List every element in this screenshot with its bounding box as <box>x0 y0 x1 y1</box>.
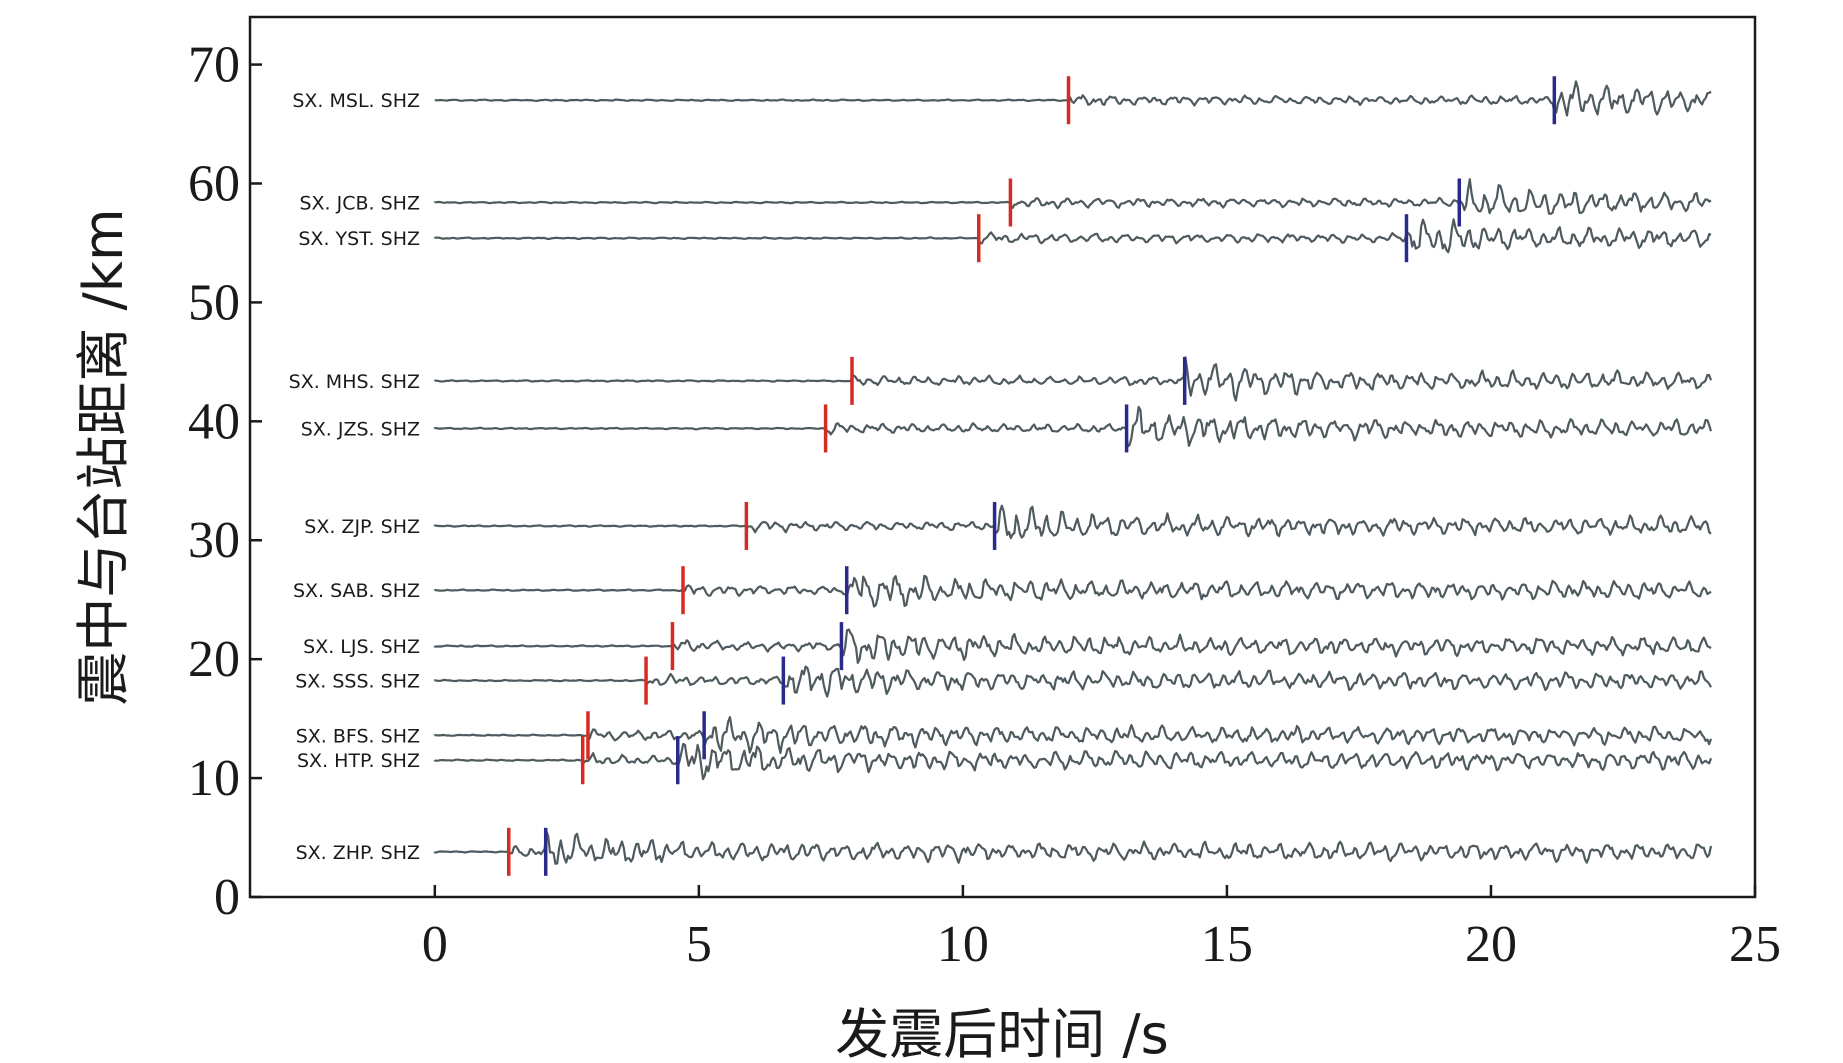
station-label: SX. YST. SHZ <box>298 228 420 250</box>
station-label: SX. HTP. SHZ <box>297 750 420 772</box>
waveform-trace <box>433 178 1712 215</box>
waveform-trace <box>433 218 1712 254</box>
x-tick-label: 10 <box>937 916 989 973</box>
waveform-trace <box>433 628 1712 664</box>
x-tick-label: 5 <box>686 916 712 973</box>
waveform-trace <box>433 830 1713 865</box>
y-axis-ticks: 0 10 20 30 40 50 60 70 <box>188 37 262 926</box>
waveform-trace <box>434 80 1712 117</box>
y-tick-label: 50 <box>188 274 240 331</box>
waveform-trace <box>433 356 1713 402</box>
plot-frame <box>248 15 1757 899</box>
x-tick-label: 20 <box>1465 916 1517 973</box>
station-label-group: SX. MSL. SHZ SX. JCB. SHZ SX. YST. SHZ SX. … <box>289 90 420 864</box>
waveform-trace <box>433 574 1712 608</box>
y-tick-label: 0 <box>214 869 240 926</box>
station-label: SX. LJS. SHZ <box>303 636 420 658</box>
waveform-trace <box>433 405 1713 448</box>
waveform-trace <box>433 665 1712 698</box>
y-tick-label: 10 <box>188 750 240 807</box>
phase-pick-group <box>507 76 1557 876</box>
station-label: SX. JZS. SHZ <box>301 418 420 440</box>
station-label: SX. MHS. SHZ <box>289 371 420 393</box>
station-label: SX. SAB. SHZ <box>293 580 420 602</box>
x-tick-label: 0 <box>422 916 448 973</box>
y-tick-label: 40 <box>188 393 240 450</box>
y-tick-label: 60 <box>188 155 240 212</box>
waveform-trace <box>433 742 1713 781</box>
station-label: SX. JCB. SHZ <box>299 193 420 215</box>
station-label: SX. MSL. SHZ <box>292 90 420 112</box>
waveform-trace <box>433 504 1712 540</box>
y-tick-label: 70 <box>188 37 240 94</box>
y-tick-label: 30 <box>188 512 240 569</box>
waveform-trace <box>433 716 1713 754</box>
y-tick-label: 20 <box>188 631 240 688</box>
trace-group <box>433 80 1713 865</box>
station-label: SX. BFS. SHZ <box>296 725 420 747</box>
station-label: SX. SSS. SHZ <box>295 671 420 693</box>
station-label: SX. ZJP. SHZ <box>304 516 420 538</box>
y-axis-title: 震中与台站距离 /km <box>72 208 135 705</box>
station-label: SX. ZHP. SHZ <box>296 842 420 864</box>
x-tick-label: 15 <box>1201 916 1253 973</box>
x-axis-title: 发震后时间 /s <box>835 1003 1169 1063</box>
x-tick-label: 25 <box>1729 916 1781 973</box>
x-axis-ticks: 0 5 10 15 20 25 <box>422 885 1781 973</box>
